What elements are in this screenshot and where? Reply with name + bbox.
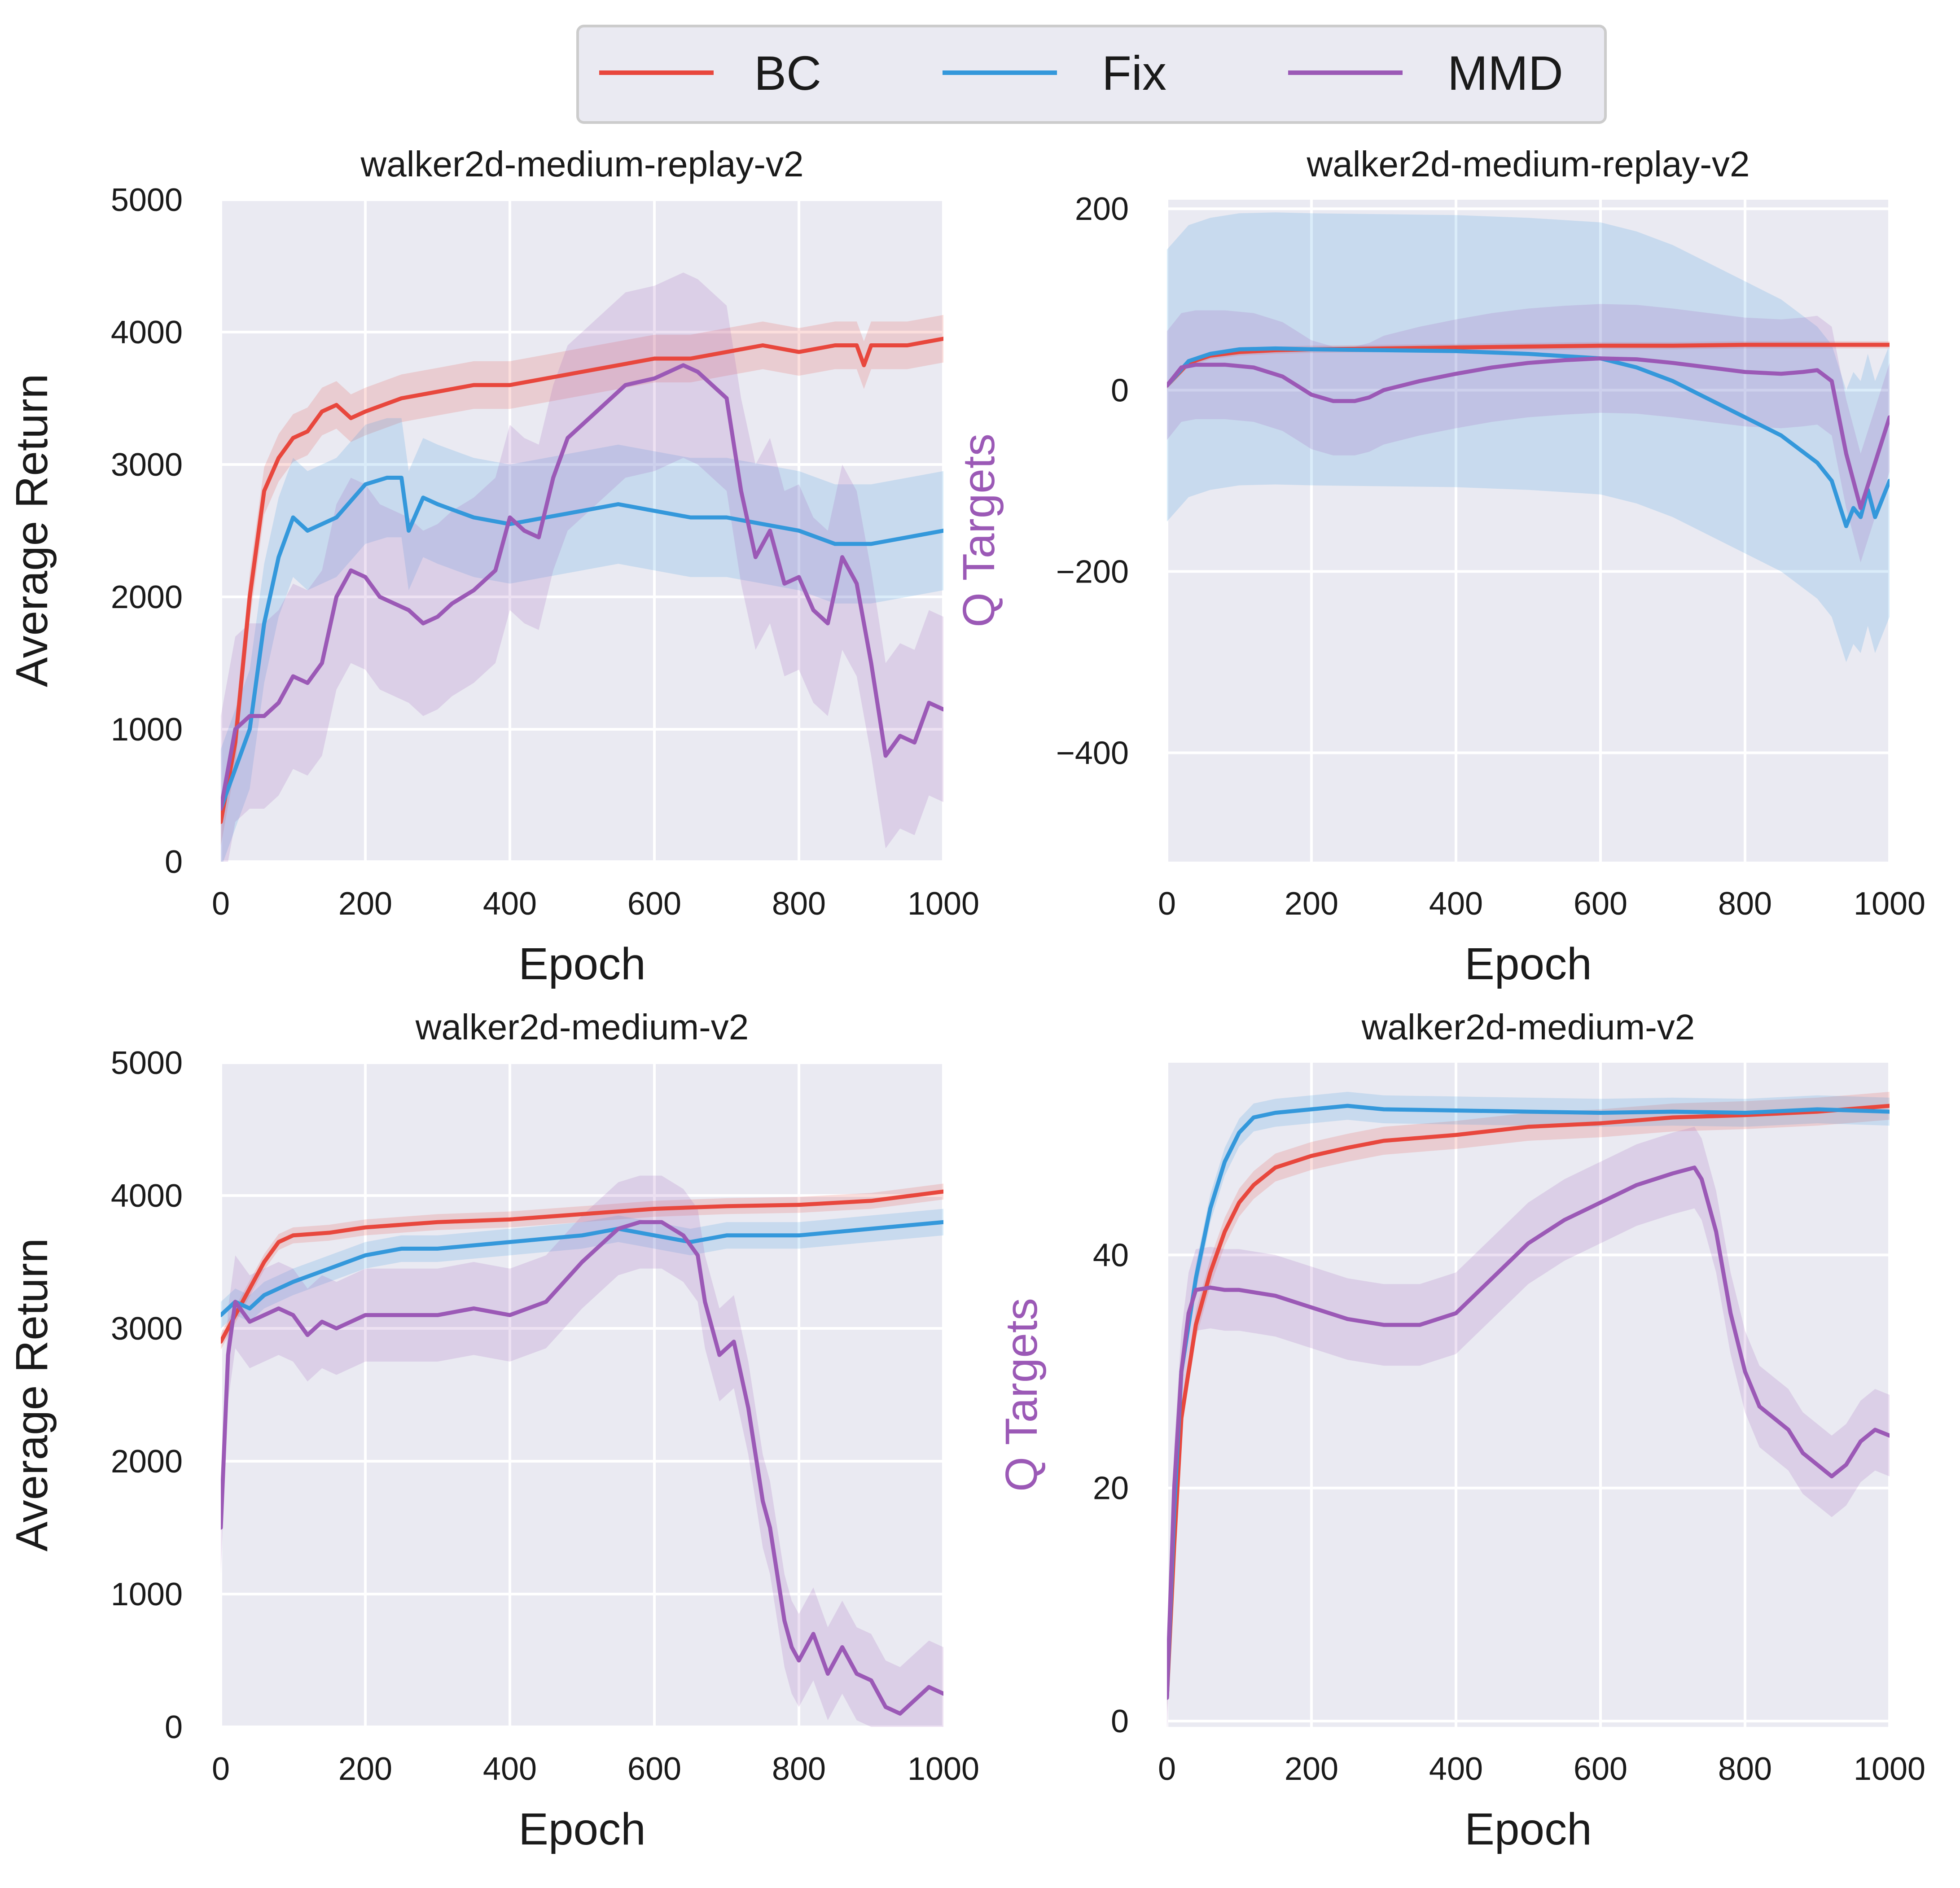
legend-frame <box>576 25 1607 124</box>
y-tick-label: 3000 <box>111 1311 183 1347</box>
line-fix <box>1167 1104 1890 1700</box>
y-tick-label: 2000 <box>111 579 183 615</box>
subplot-bottom-left: 0 200 400 600 800 1000 0 1000 2000 3000 4000 5000 wa… <box>7 1007 979 1854</box>
line-bc <box>1167 1104 1890 1700</box>
series-group <box>221 272 943 862</box>
plot-area <box>221 1063 943 1727</box>
y-tick-label: 3000 <box>111 447 183 483</box>
line-mmd <box>1167 356 1890 510</box>
y-tick-label: 200 <box>1075 191 1129 227</box>
x-tick-label: 0 <box>1158 886 1176 922</box>
y-tick-label: 1000 <box>111 712 183 748</box>
x-axis-label: Epoch <box>518 939 646 989</box>
x-tick-label: 800 <box>1718 1751 1772 1787</box>
y-axis-label: Average Return <box>7 1238 57 1552</box>
x-tick-label: 1000 <box>908 886 979 922</box>
plot-area <box>1167 1063 1890 1727</box>
band-mmd <box>221 272 943 862</box>
x-tick-label: 0 <box>1158 1751 1176 1787</box>
legend: BC Fix MMD <box>576 25 1607 124</box>
x-tick-label: 1000 <box>1854 886 1925 922</box>
line-fix <box>221 1220 943 1317</box>
y-tick-label: 5000 <box>111 1045 183 1081</box>
band-mmd <box>1167 1126 1890 1727</box>
y-tick-label: 1000 <box>111 1577 183 1612</box>
y-tick-label: 5000 <box>111 182 183 218</box>
x-tick-label: 200 <box>338 886 392 922</box>
subplot-title: walker2d-medium-replay-v2 <box>360 144 804 184</box>
line-mmd <box>221 1220 943 1716</box>
y-tick-label: 4000 <box>111 315 183 350</box>
legend-label-fix: Fix <box>1102 46 1166 100</box>
plot-area <box>1167 200 1890 862</box>
subplot-title: walker2d-medium-replay-v2 <box>1307 144 1750 184</box>
y-axis-label: Average Return <box>7 374 57 688</box>
band-fix <box>221 418 943 862</box>
x-axis-label: Epoch <box>518 1804 646 1854</box>
legend-entry-mmd: MMD <box>1288 46 1563 100</box>
x-tick-label: 600 <box>1574 886 1627 922</box>
band-bc <box>221 315 943 846</box>
x-tick-label: 0 <box>212 1751 230 1787</box>
x-tick-label: 200 <box>1285 886 1338 922</box>
series-group <box>1167 1091 1890 1727</box>
line-fix <box>221 476 943 811</box>
line-bc <box>221 1189 943 1344</box>
x-tick-label: 400 <box>483 886 537 922</box>
subplot-top-right: 0 200 400 600 800 1000 −400 −200 0 200 walker2d-me… <box>954 144 1925 989</box>
x-tick-label: 800 <box>772 886 826 922</box>
subplot-top-left: 0 200 400 600 800 1000 0 1000 2000 3000 4000 5000 wa… <box>7 144 979 989</box>
subplot-title: walker2d-medium-v2 <box>415 1007 749 1047</box>
x-tick-label: 400 <box>1429 1751 1483 1787</box>
y-axis-label: Q Targets <box>954 434 1004 627</box>
series-group <box>1167 212 1890 662</box>
x-tick-label: 200 <box>1285 1751 1338 1787</box>
band-fix <box>221 1209 943 1328</box>
y-tick-label: −400 <box>1056 736 1129 771</box>
x-tick-label: 400 <box>483 1751 537 1787</box>
band-fix <box>1167 212 1890 662</box>
x-tick-label: 800 <box>1718 886 1772 922</box>
y-tick-label: 0 <box>165 1709 183 1745</box>
legend-entry-bc: BC <box>599 46 821 100</box>
x-tick-label: 600 <box>1574 1751 1627 1787</box>
subplot-bottom-right: 0 200 400 600 800 1000 0 20 40 walker2d-medium-v2… <box>996 1007 1925 1854</box>
line-mmd <box>1167 1165 1890 1700</box>
x-tick-label: 1000 <box>908 1751 979 1787</box>
subplot-title: walker2d-medium-v2 <box>1361 1007 1695 1047</box>
x-tick-label: 600 <box>627 1751 681 1787</box>
legend-entry-fix: Fix <box>943 46 1166 100</box>
plot-area <box>221 200 943 862</box>
x-tick-label: 0 <box>212 886 230 922</box>
y-tick-label: −200 <box>1056 554 1129 590</box>
legend-label-mmd: MMD <box>1447 46 1563 100</box>
x-tick-label: 1000 <box>1854 1751 1925 1787</box>
legend-label-bc: BC <box>754 46 821 100</box>
series-group <box>221 1175 943 1727</box>
y-tick-label: 0 <box>165 844 183 880</box>
y-tick-label: 4000 <box>111 1178 183 1214</box>
x-tick-label: 600 <box>627 886 681 922</box>
x-tick-label: 800 <box>772 1751 826 1787</box>
x-axis-label: Epoch <box>1465 1804 1592 1854</box>
x-tick-label: 200 <box>338 1751 392 1787</box>
y-tick-label: 40 <box>1093 1237 1129 1273</box>
line-mmd <box>221 363 943 811</box>
y-tick-label: 0 <box>1111 1704 1129 1739</box>
y-tick-label: 0 <box>1111 372 1129 408</box>
line-bc <box>221 337 943 824</box>
x-tick-label: 400 <box>1429 886 1483 922</box>
y-tick-label: 2000 <box>111 1444 183 1480</box>
y-tick-label: 20 <box>1093 1471 1129 1507</box>
line-fix <box>1167 346 1890 528</box>
y-axis-label: Q Targets <box>996 1298 1047 1492</box>
x-axis-label: Epoch <box>1465 939 1592 989</box>
